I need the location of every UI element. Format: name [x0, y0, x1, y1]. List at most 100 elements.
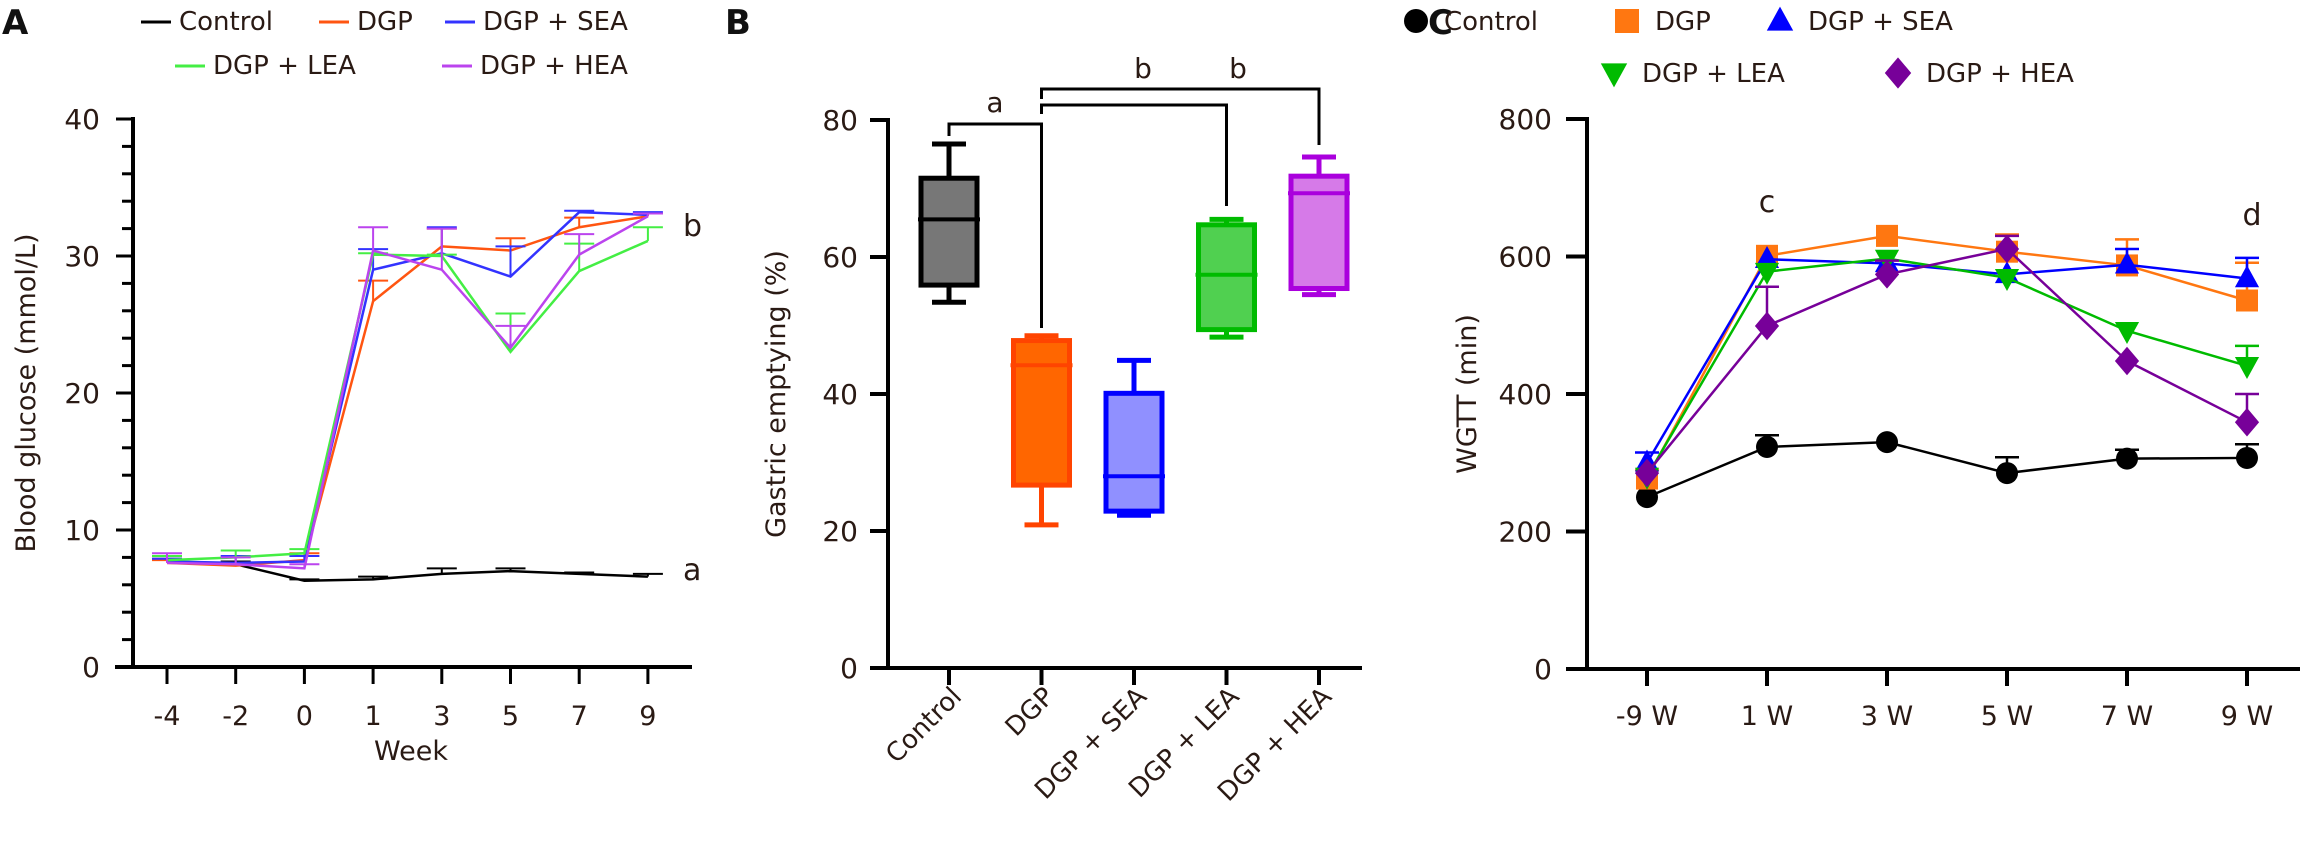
data-point-circle	[1636, 486, 1658, 509]
data-point-diamond	[2234, 407, 2260, 437]
x-tick-label: 5	[502, 701, 519, 732]
legend-marker-square-icon	[1615, 9, 1639, 33]
legend-label: Control	[179, 7, 273, 37]
y-tick-label: 400	[1499, 378, 1552, 411]
x-tick-label: 3	[433, 701, 450, 732]
y-tick-label: 0	[82, 651, 100, 684]
data-point-triangle-down	[2234, 357, 2260, 380]
data-point-circle	[2236, 446, 2258, 469]
x-tick-label: 9 W	[2221, 701, 2273, 732]
legend-marker-triangle-down-icon	[1600, 63, 1628, 88]
x-tick-label: -9 W	[1616, 701, 1678, 732]
box-body	[1011, 338, 1072, 488]
data-point-triangle-up	[2114, 251, 2140, 274]
box-control	[918, 141, 980, 305]
significance-label: c	[1759, 185, 1776, 220]
data-point-square	[1876, 224, 1898, 247]
y-axis-title: Blood glucose (mmol/L)	[11, 234, 42, 553]
legend-label: DGP + SEA	[1808, 7, 1953, 37]
legend-label: DGP + HEA	[480, 51, 628, 81]
data-point-triangle-down	[1994, 269, 2020, 292]
x-tick-label: -2	[222, 701, 249, 732]
series-line-control	[166, 560, 648, 582]
data-point-diamond	[1874, 260, 1900, 289]
significance-label: b	[683, 209, 702, 244]
significance-label: b	[1134, 52, 1152, 85]
series-line-dgp	[166, 215, 649, 567]
legend-marker-triangle-up-icon	[1766, 6, 1794, 31]
legend-label: DGP + HEA	[1926, 59, 2074, 89]
y-tick-label: 800	[1499, 103, 1552, 136]
y-tick-label: 0	[840, 652, 858, 685]
data-point-circle	[1756, 435, 1778, 458]
series-line-control	[1646, 440, 2248, 499]
legend-label: DGP + LEA	[213, 51, 356, 81]
y-tick-label: 40	[822, 378, 858, 411]
panel-label-b: B	[725, 3, 751, 43]
comparison-bracket	[1040, 103, 1228, 206]
x-tick-label: 0	[296, 701, 313, 732]
panel-label-a: A	[2, 3, 29, 43]
legend-marker-diamond-icon	[1884, 57, 1912, 89]
data-point-triangle-down	[1754, 262, 1780, 285]
data-point-circle	[1876, 431, 1898, 454]
box-dgp-lea	[1195, 216, 1258, 340]
y-tick-label: 40	[64, 103, 100, 136]
legend-label: DGP + LEA	[1642, 59, 1785, 89]
x-tick-label: 7 W	[2101, 701, 2153, 732]
x-tick-label: 1	[365, 701, 382, 732]
y-tick-label: 30	[64, 240, 100, 273]
series-line-dgp-lea	[166, 239, 649, 562]
box-dgp-hea	[1288, 154, 1350, 298]
comparison-bracket	[1040, 87, 1321, 145]
y-tick-label: 60	[822, 241, 858, 274]
box-body	[1196, 222, 1257, 333]
series-line-dgp-hea	[166, 215, 649, 570]
x-tick-label: 5 W	[1981, 701, 2033, 732]
data-point-square	[2236, 289, 2258, 312]
data-point-triangle-down	[2114, 321, 2140, 344]
panel-label-c: C	[1428, 3, 1453, 43]
box-body	[1103, 390, 1165, 514]
data-point-triangle-up	[2234, 265, 2260, 288]
legend-label: DGP	[1655, 7, 1711, 37]
data-point-diamond	[1754, 311, 1780, 341]
x-tick-label: 7	[571, 701, 588, 732]
y-tick-label: 200	[1499, 516, 1552, 549]
data-point-diamond	[1634, 458, 1660, 488]
legend-label: DGP	[357, 7, 413, 37]
comparison-bracket	[947, 122, 1043, 328]
box-body	[918, 175, 980, 288]
y-axis-title: Gastric emptying (%)	[761, 250, 792, 538]
data-point-circle	[2116, 447, 2138, 470]
legend-label: Control	[1444, 7, 1538, 37]
y-tick-label: 20	[822, 515, 858, 548]
y-tick-label: 0	[1534, 653, 1552, 686]
box-dgp-sea	[1103, 357, 1165, 518]
significance-label: a	[986, 86, 1003, 119]
legend-marker-circle-icon	[1404, 9, 1428, 33]
significance-label: d	[2242, 198, 2261, 233]
significance-label: b	[1229, 52, 1247, 85]
x-tick-label: 3 W	[1861, 701, 1913, 732]
legend-label: DGP + SEA	[483, 7, 628, 37]
x-tick-label: DGP	[1000, 682, 1061, 743]
y-axis-title: WGTT (min)	[1452, 314, 1483, 474]
x-tick-label: 1 W	[1741, 701, 1793, 732]
x-tick-label: -4	[154, 701, 181, 732]
series-line-dgp-hea	[1646, 247, 2248, 474]
y-tick-label: 20	[64, 377, 100, 410]
data-point-diamond	[1994, 234, 2020, 264]
y-tick-label: 10	[64, 514, 100, 547]
x-tick-label: Control	[880, 682, 968, 770]
series-line-dgp	[1645, 234, 2248, 480]
y-tick-label: 80	[822, 104, 858, 137]
data-point-circle	[1996, 462, 2018, 485]
box-dgp	[1010, 333, 1073, 528]
data-point-diamond	[2114, 346, 2140, 376]
series-line-dgp-sea	[166, 210, 648, 565]
y-tick-label: 600	[1499, 241, 1552, 274]
data-point-triangle-up	[1754, 246, 1780, 269]
x-axis-title: Week	[374, 736, 448, 767]
